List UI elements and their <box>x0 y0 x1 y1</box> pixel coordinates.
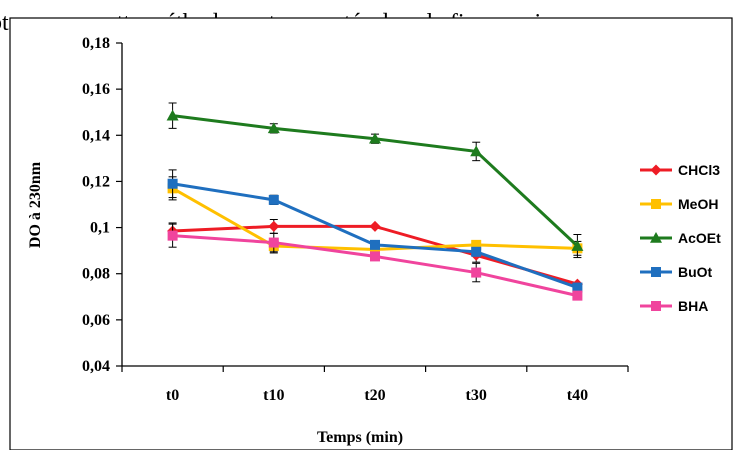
data-point <box>471 246 482 257</box>
data-point <box>572 282 583 293</box>
data-point <box>369 132 381 144</box>
data-point <box>370 239 380 250</box>
y-axis-ticks: 0,04 0,06 0,08 0,1 0,12 0,14 0,16 0,18 <box>82 35 122 375</box>
y-tick-label: 0,08 <box>82 266 110 283</box>
legend-swatch-marker <box>650 232 662 243</box>
x-tick-label: t40 <box>567 387 588 404</box>
x-tick-label: t30 <box>466 387 487 404</box>
legend-swatch-marker <box>651 267 661 277</box>
legend-item: BuOt <box>640 264 713 280</box>
y-tick-label: 0,14 <box>82 127 110 144</box>
y-tick-label: 0,04 <box>82 358 110 375</box>
legend-item: BHA <box>640 298 708 314</box>
y-tick-label: 0,12 <box>82 173 110 190</box>
legend-label: CHCl3 <box>678 162 720 178</box>
legend-swatch-marker <box>651 199 661 209</box>
series-buot <box>167 169 583 293</box>
legend-swatch-marker <box>651 301 661 311</box>
data-point <box>268 237 279 248</box>
legend-item: AcOEt <box>640 230 721 246</box>
data-point <box>471 239 482 250</box>
data-point <box>572 290 583 301</box>
legend-label: BuOt <box>678 264 713 280</box>
data-point <box>167 230 178 241</box>
data-point <box>470 145 483 157</box>
legend-label: BHA <box>678 298 708 314</box>
y-tick-label: 0,1 <box>90 220 110 237</box>
legend-label: MeOH <box>678 196 718 212</box>
x-tick-label: t0 <box>166 387 179 404</box>
x-axis-ticks: t0 t10 t20 t30 t40 <box>121 366 629 404</box>
legend-swatch-marker <box>650 164 662 176</box>
series-acoet <box>166 102 584 259</box>
x-tick-label: t10 <box>263 387 284 404</box>
data-point <box>369 220 381 232</box>
data-point <box>571 240 584 251</box>
y-tick-label: 0,06 <box>82 312 110 329</box>
series-bha <box>167 223 583 301</box>
legend-label: AcOEt <box>678 230 721 246</box>
y-axis-title: DO à 230nm <box>27 161 44 248</box>
data-point <box>370 251 380 262</box>
x-axis-title: Temps (min) <box>317 429 403 446</box>
legend-item: MeOH <box>640 196 718 212</box>
x-tick-label: t20 <box>364 387 385 404</box>
y-tick-label: 0,16 <box>82 81 110 98</box>
legend: CHCl3 MeOH AcOEt BuOt BHA <box>640 162 721 314</box>
data-point <box>268 194 279 205</box>
data-point <box>167 178 178 189</box>
data-point <box>267 122 280 134</box>
chart-frame <box>9 17 733 450</box>
series-layer <box>166 102 584 301</box>
data-point <box>268 220 280 232</box>
legend-item: CHCl3 <box>640 162 720 178</box>
data-point <box>471 267 482 278</box>
y-tick-label: 0,18 <box>82 35 110 52</box>
data-point <box>166 109 179 121</box>
